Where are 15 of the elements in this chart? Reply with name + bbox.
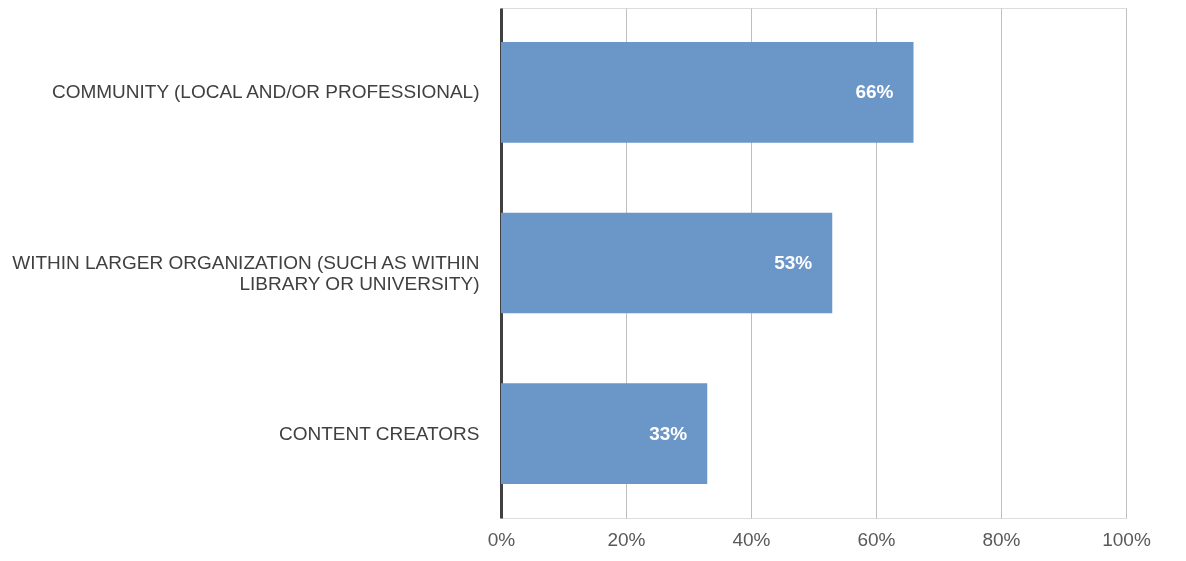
x-tick-label: 60% <box>857 528 896 550</box>
y-tick-label: WITHIN LARGER ORGANIZATION (SUCH AS WITHIN LIBRARY OR UNIVERSITY) <box>12 252 480 294</box>
data-label: 53% <box>774 252 813 273</box>
bar <box>501 212 833 314</box>
y-tick-label: CONTENT CREATORS <box>278 422 480 444</box>
bar <box>501 42 914 143</box>
data-label: 33% <box>649 422 688 444</box>
x-tick-label: 40% <box>732 528 771 550</box>
x-tick-label: 0% <box>487 528 516 550</box>
x-tick-label: 20% <box>607 528 646 550</box>
x-tick-label: 80% <box>982 528 1021 550</box>
data-label: 66% <box>855 81 894 103</box>
x-tick-label: 100% <box>1102 528 1151 550</box>
y-tick-label: COMMUNITY (LOCAL AND/OR PROFESSIONAL) <box>51 81 480 103</box>
bar <box>501 383 708 484</box>
